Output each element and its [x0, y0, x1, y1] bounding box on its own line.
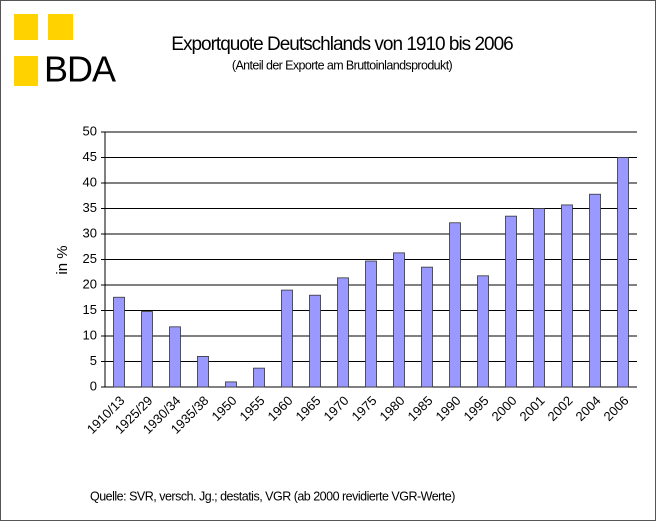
logo-square: [48, 14, 73, 40]
bar: [253, 367, 265, 388]
y-tick-label: 0: [90, 378, 97, 393]
logo-text: BDA: [44, 49, 116, 90]
bar: [309, 294, 321, 388]
y-tick-label: 15: [83, 302, 97, 317]
y-tick-label: 5: [90, 353, 97, 368]
bar: [169, 326, 181, 388]
logo-square: [14, 56, 38, 86]
bar: [141, 311, 153, 388]
bar: [449, 222, 461, 388]
y-tick-label: 40: [83, 174, 97, 189]
bar: [281, 289, 293, 388]
bar: [617, 157, 629, 388]
bar: [533, 208, 545, 388]
bar: [505, 215, 517, 388]
y-tick-label: 30: [83, 225, 97, 240]
bar: [589, 193, 601, 388]
bar: [113, 296, 125, 388]
chart-subtitle: (Anteil der Exporte am Bruttoinlandsprod…: [232, 58, 453, 72]
source: Quelle: SVR, versch. Jg.; destatis, VGR …: [90, 489, 455, 503]
bar: [225, 381, 237, 388]
bar: [393, 252, 405, 388]
y-axis-label: in %: [54, 245, 71, 274]
y-tick-label: 50: [83, 123, 97, 138]
bar: [197, 355, 209, 388]
bar: [365, 260, 377, 388]
logo-square: [14, 14, 38, 40]
y-tick-label: 20: [83, 276, 97, 291]
y-tick-label: 35: [83, 200, 97, 215]
chart-title: Exportquote Deutschlands von 1910 bis 20…: [171, 34, 513, 55]
bar: [337, 277, 349, 388]
y-tick-label: 45: [83, 149, 97, 164]
y-tick-label: 25: [83, 251, 97, 266]
bar: [561, 204, 573, 388]
y-tick-label: 10: [83, 327, 97, 342]
bar: [421, 266, 433, 388]
bar: [477, 275, 489, 388]
